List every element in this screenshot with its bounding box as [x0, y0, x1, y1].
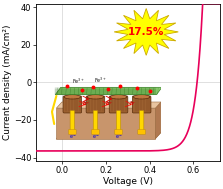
Polygon shape: [114, 9, 178, 55]
Y-axis label: Current density (mA/cm²): Current density (mA/cm²): [4, 25, 12, 140]
X-axis label: Voltage (V): Voltage (V): [103, 177, 153, 186]
Text: 17.5%: 17.5%: [128, 27, 164, 37]
